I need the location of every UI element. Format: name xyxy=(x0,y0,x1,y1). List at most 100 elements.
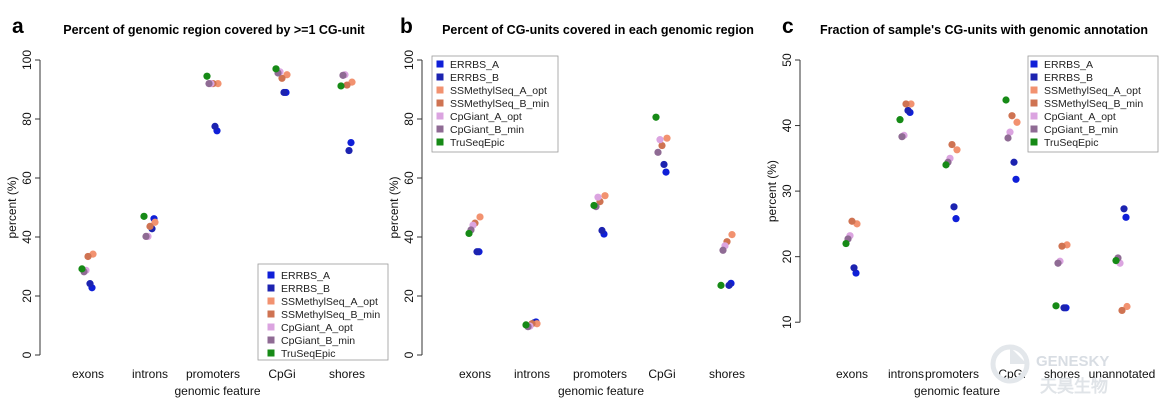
data-point xyxy=(283,71,291,79)
y-tick-label: 80 xyxy=(20,112,34,126)
legend-entry: TruSeqEpic xyxy=(281,348,335,360)
legend-entry: CpGiant_A_opt xyxy=(281,322,353,334)
data-point xyxy=(594,193,602,201)
data-point xyxy=(522,321,530,329)
data-point xyxy=(1060,304,1068,312)
legend-swatch xyxy=(267,336,275,344)
x-tick-label: exons xyxy=(72,367,104,381)
y-tick-label: 40 xyxy=(780,119,794,133)
data-point xyxy=(660,160,668,169)
legend-entry: TruSeqEpic xyxy=(450,137,504,149)
x-tick-label: exons xyxy=(836,367,868,381)
genesky-logo-icon xyxy=(990,344,1030,384)
data-point xyxy=(898,133,906,141)
x-axis-label: genomic feature xyxy=(174,384,260,398)
data-point xyxy=(601,192,609,200)
data-point xyxy=(1010,158,1018,166)
data-point xyxy=(953,146,961,154)
legend-entry: CpGiant_A_opt xyxy=(1044,111,1116,123)
data-point xyxy=(140,212,148,220)
data-point xyxy=(1058,242,1066,250)
legend-entry: SSMethylSeq_A_opt xyxy=(450,85,547,97)
data-point xyxy=(719,246,727,254)
chart-panel-c: c Fraction of sample's CG-units with geno… xyxy=(765,15,1159,398)
legend-swatch xyxy=(1030,112,1038,120)
legend-swatch xyxy=(436,112,444,120)
legend-entry: SSMethylSeq_A_opt xyxy=(1044,85,1141,97)
data-point xyxy=(84,252,92,261)
data-point xyxy=(151,218,159,226)
data-point xyxy=(590,201,598,210)
data-point xyxy=(205,80,213,88)
legend-entry: SSMethylSeq_A_opt xyxy=(281,296,378,308)
legend-swatch xyxy=(267,297,275,305)
data-point xyxy=(942,161,950,169)
data-point xyxy=(907,100,915,108)
data-point xyxy=(598,226,606,235)
data-point xyxy=(662,168,670,176)
data-point xyxy=(1012,175,1020,183)
legend-swatch xyxy=(1030,86,1038,94)
x-tick-label: promoters xyxy=(925,367,979,381)
data-point xyxy=(1006,128,1014,136)
legend-swatch xyxy=(1030,60,1038,68)
data-point xyxy=(1052,302,1060,310)
legend: ERRBS_AERRBS_BSSMethylSeq_A_optSSMethylS… xyxy=(257,263,389,361)
data-point xyxy=(842,239,850,248)
x-tick-label: promoters xyxy=(573,367,627,381)
data-point xyxy=(280,88,288,97)
data-point xyxy=(848,217,856,225)
data-point xyxy=(142,232,150,241)
legend-entry: CpGiant_A_opt xyxy=(450,111,522,123)
data-point xyxy=(850,264,858,272)
data-point xyxy=(1054,259,1062,267)
data-point xyxy=(1004,134,1012,142)
y-tick-label: 100 xyxy=(20,50,34,70)
legend-box xyxy=(1027,55,1159,153)
legend-entry: CpGiant_B_min xyxy=(450,124,524,136)
data-point xyxy=(1112,257,1120,265)
y-axis-label: percent (%) xyxy=(5,176,19,238)
watermark-brand: GENESKY xyxy=(1036,353,1109,370)
x-tick-label: promoters xyxy=(186,367,240,381)
y-tick-label: 60 xyxy=(402,171,416,185)
x-tick-label: shores xyxy=(329,367,365,381)
data-point xyxy=(896,116,904,124)
data-point xyxy=(86,280,94,288)
legend-entry: TruSeqEpic xyxy=(1044,137,1098,149)
y-tick-label: 10 xyxy=(780,315,794,329)
data-point xyxy=(1013,118,1021,126)
data-point xyxy=(345,146,353,155)
data-point xyxy=(465,229,473,238)
watermark: GENESKY 天昊生物 xyxy=(990,344,1109,396)
legend: ERRBS_AERRBS_BSSMethylSeq_A_optSSMethylS… xyxy=(431,55,559,153)
y-tick-label: 30 xyxy=(780,184,794,198)
data-point xyxy=(203,72,211,80)
data-point xyxy=(1002,96,1010,104)
legend-swatch xyxy=(1030,99,1038,107)
chart-title: Fraction of sample's CG-units with genom… xyxy=(820,23,1148,37)
y-tick-label: 20 xyxy=(780,250,794,264)
legend-entry: ERRBS_B xyxy=(450,72,499,84)
data-point xyxy=(1118,306,1126,315)
x-tick-label: exons xyxy=(459,367,491,381)
legend-swatch xyxy=(267,310,275,318)
legend-entry: SSMethylSeq_B_min xyxy=(450,98,549,110)
legend-swatch xyxy=(267,323,275,331)
legend-swatch xyxy=(267,271,275,279)
panel-letter: a xyxy=(12,15,24,38)
data-point xyxy=(146,222,154,230)
x-tick-label: introns xyxy=(888,367,924,381)
legend-swatch xyxy=(436,73,444,81)
y-tick-label: 20 xyxy=(20,289,34,303)
legend-entry: ERRBS_A xyxy=(281,270,330,282)
data-point xyxy=(347,139,355,147)
legend-box xyxy=(431,55,559,153)
legend-entry: SSMethylSeq_B_min xyxy=(1044,98,1143,110)
data-point xyxy=(717,281,725,289)
legend-swatch xyxy=(267,349,275,357)
panel-letter: c xyxy=(782,15,794,38)
data-point xyxy=(272,65,280,73)
data-point xyxy=(663,134,671,142)
legend-swatch xyxy=(1030,73,1038,81)
